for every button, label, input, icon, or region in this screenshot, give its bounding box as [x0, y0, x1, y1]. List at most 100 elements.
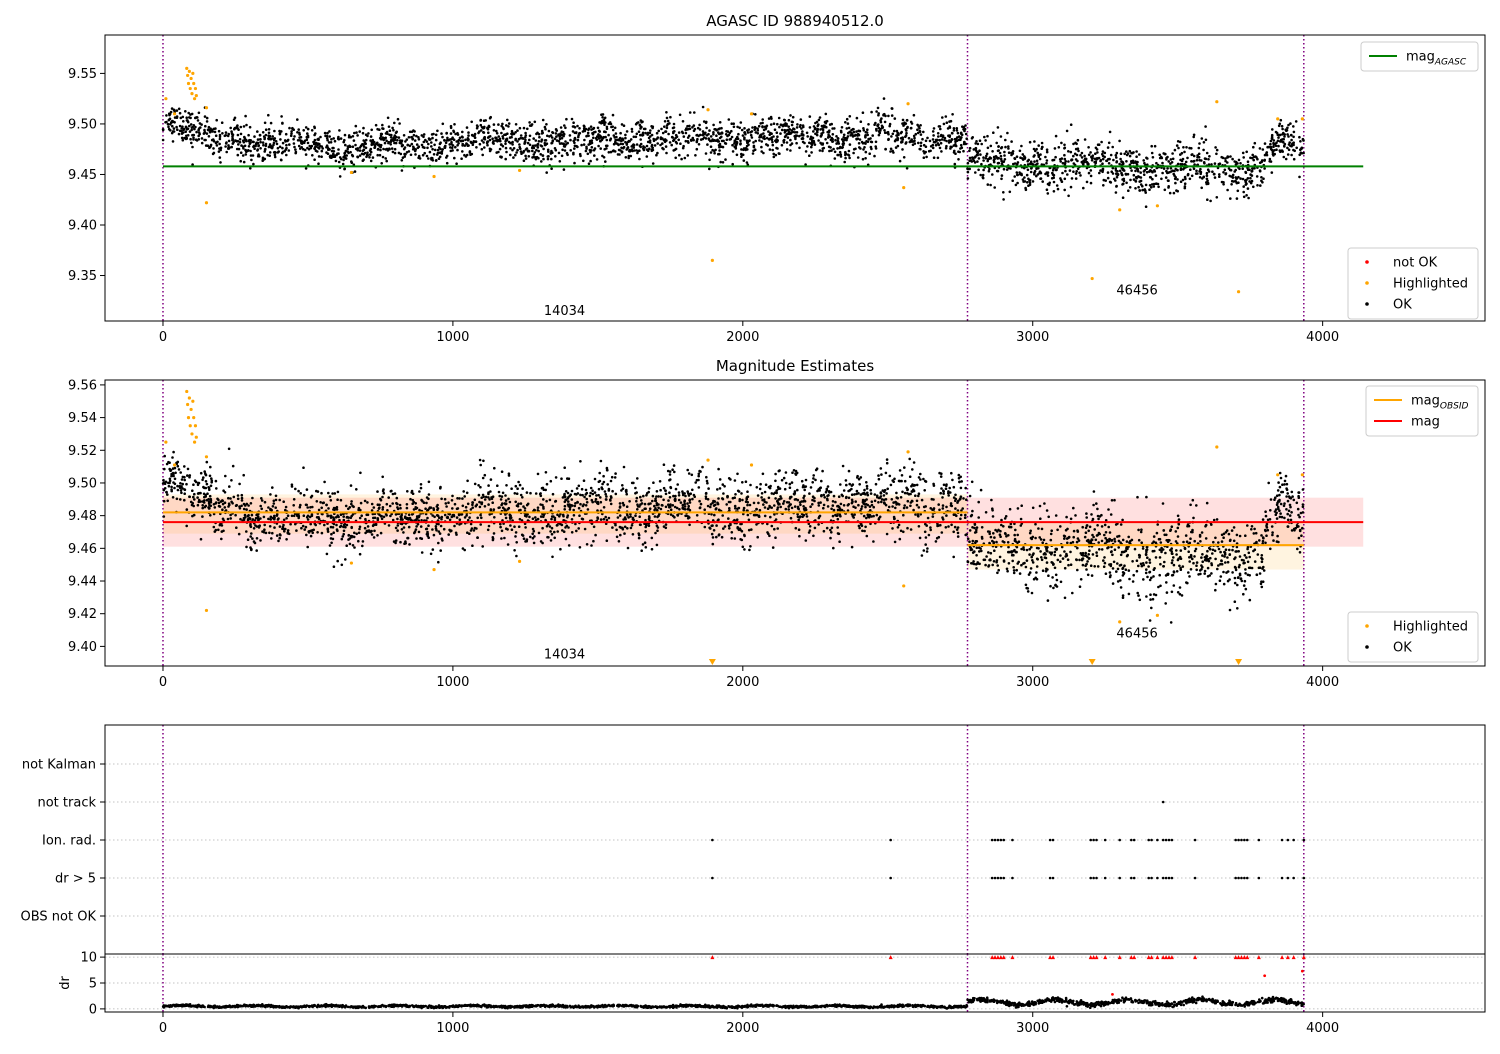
agasc-ok-point	[698, 143, 701, 146]
magnitude-ok-point	[571, 498, 574, 501]
agasc-ok-point	[665, 145, 668, 148]
agasc-xtick-label: 1000	[436, 330, 469, 345]
magnitude-ok-point	[566, 525, 569, 528]
agasc-ok-point	[311, 145, 314, 148]
agasc-ok-point	[883, 97, 886, 100]
agasc-ok-point	[268, 128, 271, 131]
agasc-ok-point	[273, 130, 276, 133]
agasc-ok-point	[1115, 156, 1118, 159]
agasc-ok-point	[1218, 175, 1221, 178]
magnitude-ok-point	[640, 499, 643, 502]
magnitude-ok-point	[587, 508, 590, 511]
agasc-ok-point	[863, 146, 866, 149]
agasc-ok-point	[979, 174, 982, 177]
agasc-ok-point	[453, 123, 456, 126]
agasc-ok-point	[355, 125, 358, 128]
magnitude-ok-point	[371, 503, 374, 506]
agasc-ok-point	[288, 149, 291, 152]
magnitude-ok-point	[493, 532, 496, 535]
agasc-ok-point	[1033, 160, 1036, 163]
agasc-ok-point	[623, 146, 626, 149]
agasc-ok-point	[862, 111, 865, 114]
agasc-ok-point	[768, 117, 771, 120]
magnitude-ok-point	[549, 530, 552, 533]
agasc-ok-point	[877, 114, 880, 117]
agasc-ok-point	[1004, 158, 1007, 161]
agasc-ok-point	[216, 144, 219, 147]
magnitude-ok-point	[579, 460, 582, 463]
agasc-ok-point	[1177, 147, 1180, 150]
agasc-ok-point	[585, 146, 588, 149]
agasc-ok-point	[402, 156, 405, 159]
agasc-ok-point	[446, 155, 449, 158]
magnitude-ok-point	[250, 549, 253, 552]
agasc-ok-point	[948, 125, 951, 128]
agasc-ok-point	[1172, 158, 1175, 161]
magnitude-ok-point	[415, 537, 418, 540]
agasc-ok-point	[840, 131, 843, 134]
agasc-ok-point	[908, 137, 911, 140]
agasc-ok-point	[169, 113, 172, 116]
magnitude-ok-point	[487, 529, 490, 532]
agasc-ok-point	[997, 170, 1000, 173]
agasc-ok-point	[566, 154, 569, 157]
agasc-ok-point	[506, 119, 509, 122]
magnitude-ok-point	[239, 518, 242, 521]
magnitude-ok-point	[273, 526, 276, 529]
agasc-ok-point	[237, 154, 240, 157]
agasc-ok-point	[652, 162, 655, 165]
magnitude-ok-point	[306, 488, 309, 491]
agasc-ok-point	[848, 157, 851, 160]
agasc-ok-point	[493, 129, 496, 132]
agasc-ok-point	[416, 143, 419, 146]
agasc-ok-point	[939, 147, 942, 150]
agasc-ok-point	[1142, 159, 1145, 162]
magnitude-ok-point	[547, 523, 550, 526]
agasc-ok-point	[1205, 158, 1208, 161]
magnitude-ok-point	[490, 478, 493, 481]
agasc-ok-point	[618, 149, 621, 152]
magnitude-ok-point	[316, 531, 319, 534]
agasc-ok-point	[1135, 150, 1138, 153]
agasc-ok-point	[413, 130, 416, 133]
agasc-ok-point	[583, 143, 586, 146]
agasc-ok-point	[1011, 179, 1014, 182]
agasc-ok-point	[445, 142, 448, 145]
agasc-ok-point	[1121, 178, 1124, 181]
agasc-ok-point	[1074, 153, 1077, 156]
agasc-ok-point	[894, 117, 897, 120]
magnitude-ok-point	[478, 501, 481, 504]
agasc-ok-point	[516, 149, 519, 152]
agasc-ok-point	[721, 131, 724, 134]
magnitude-ok-point	[516, 504, 519, 507]
agasc-ok-point	[720, 127, 723, 130]
magnitude-ok-point	[447, 533, 450, 536]
agasc-ok-point	[835, 142, 838, 145]
agasc-ok-point	[682, 120, 685, 123]
agasc-ok-point	[181, 125, 184, 128]
agasc-ok-point	[1081, 152, 1084, 155]
magnitude-ok-point	[440, 525, 443, 528]
magnitude-ok-point	[263, 524, 266, 527]
agasc-ok-point	[1084, 138, 1087, 141]
agasc-ok-point	[1244, 171, 1247, 174]
agasc-ok-point	[1007, 147, 1010, 150]
agasc-ok-point	[628, 150, 631, 153]
magnitude-ok-point	[645, 546, 648, 549]
magnitude-ok-point	[283, 530, 286, 533]
agasc-highlighted-point	[706, 108, 709, 111]
agasc-ok-point	[268, 138, 271, 141]
agasc-ok-point	[317, 146, 320, 149]
magnitude-ok-point	[421, 551, 424, 554]
agasc-ok-point	[186, 119, 189, 122]
agasc-ok-point	[832, 140, 835, 143]
agasc-ok-point	[863, 142, 866, 145]
magnitude-ok-point	[251, 537, 254, 540]
agasc-ok-point	[504, 143, 507, 146]
agasc-ok-point	[1205, 139, 1208, 142]
agasc-ok-point	[1283, 156, 1286, 159]
agasc-ok-point	[1107, 177, 1110, 180]
agasc-ok-point	[326, 139, 329, 142]
agasc-ok-point	[603, 123, 606, 126]
agasc-ok-point	[1067, 195, 1070, 198]
